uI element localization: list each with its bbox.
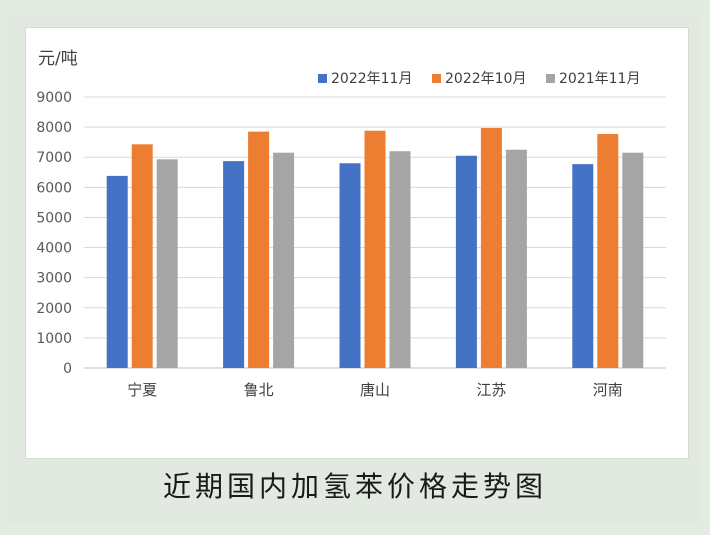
bar — [223, 161, 245, 368]
bar — [505, 149, 527, 368]
y-tick-label: 9000 — [36, 90, 72, 106]
x-tick-label: 鲁北 — [244, 381, 274, 399]
bar — [156, 159, 178, 368]
x-tick-label: 宁夏 — [127, 381, 157, 399]
y-tick-label: 4000 — [36, 241, 72, 257]
y-tick-label: 8000 — [36, 120, 72, 136]
bar — [480, 128, 502, 368]
bar — [339, 163, 361, 368]
bar — [389, 151, 411, 368]
bar — [106, 175, 128, 368]
y-axis-label: 元/吨 — [38, 49, 78, 69]
legend-swatch — [546, 74, 555, 83]
legend-swatch — [432, 74, 441, 83]
y-tick-label: 7000 — [36, 150, 72, 166]
bar — [597, 134, 619, 368]
bar — [572, 164, 594, 368]
y-tick-label: 1000 — [36, 331, 72, 347]
figure-caption: 近期国内加氢苯价格走势图 — [162, 470, 547, 503]
y-tick-label: 3000 — [36, 271, 72, 287]
x-tick-label: 唐山 — [360, 381, 390, 399]
bar — [364, 130, 386, 368]
legend-label: 2021年11月 — [559, 71, 640, 87]
y-tick-label: 0 — [63, 361, 72, 377]
bar — [622, 152, 644, 368]
x-tick-label: 河南 — [593, 381, 623, 399]
legend-swatch — [318, 74, 327, 83]
y-tick-label: 2000 — [36, 301, 72, 317]
y-tick-label: 5000 — [36, 210, 72, 226]
y-tick-label: 6000 — [36, 180, 72, 196]
bar — [455, 155, 477, 368]
bar — [273, 152, 295, 368]
legend-label: 2022年10月 — [445, 71, 526, 87]
x-tick-label: 江苏 — [476, 381, 506, 399]
legend-label: 2022年11月 — [331, 71, 412, 87]
bar — [248, 131, 270, 368]
bar — [131, 144, 153, 368]
